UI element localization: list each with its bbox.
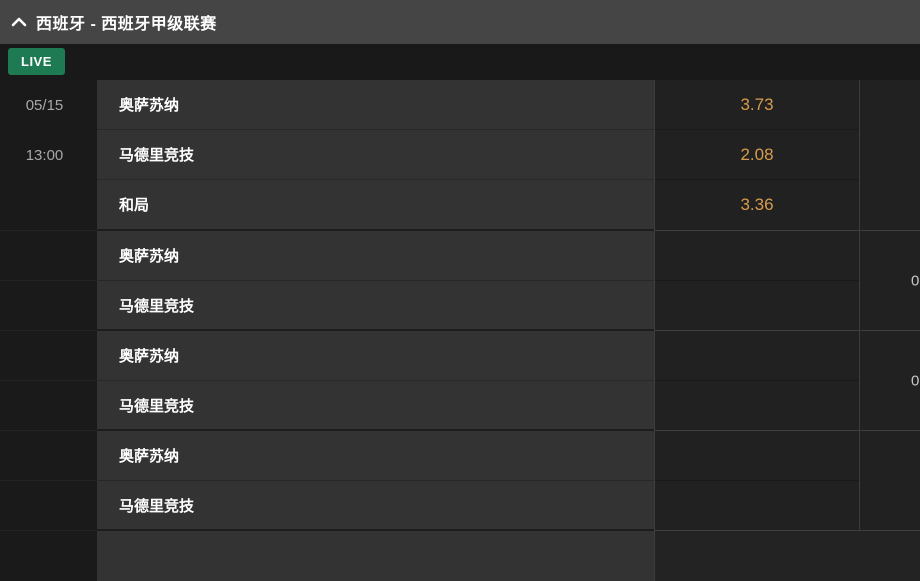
selection-label: 和局	[119, 197, 150, 214]
selection-label: 马德里竞技	[119, 297, 195, 315]
selection-label: 奥萨苏纳	[119, 97, 180, 114]
gutter-cell	[0, 381, 97, 431]
selection-label: 马德里竞技	[119, 497, 195, 515]
live-strip: LIVE	[0, 44, 920, 80]
gutter-cell	[0, 531, 97, 581]
selection-name-cell[interactable]: 奥萨苏纳	[97, 431, 654, 481]
selection-label: 马德里竞技	[119, 147, 195, 164]
chevron-up-icon[interactable]	[10, 13, 28, 31]
handicap-line-value: 0	[911, 372, 920, 389]
odds-button[interactable]: 3.73	[655, 80, 859, 130]
selection-name-cell[interactable]: 马德里竞技	[97, 281, 654, 331]
selection-name-cell[interactable]: 马德里竞技	[97, 130, 654, 180]
odds-button[interactable]	[655, 381, 859, 431]
odds-area-empty	[655, 531, 920, 581]
column-divider	[859, 331, 860, 431]
market-group: 奥萨苏纳 马德里竞技 0	[0, 331, 920, 431]
handicap-line-value: 0	[911, 272, 920, 289]
gutter-cell	[0, 331, 97, 381]
selection-name-cell[interactable]: 马德里竞技	[97, 381, 654, 431]
selection-name-cell[interactable]: 奥萨苏纳	[97, 231, 654, 281]
column-divider	[654, 531, 655, 581]
column-divider	[859, 431, 860, 531]
odds-button[interactable]	[655, 331, 859, 381]
column-divider	[654, 331, 655, 431]
odds-button[interactable]	[655, 281, 859, 331]
event-time-cell: 05/15 13:00	[0, 80, 97, 231]
handicap-line-cell: 0	[860, 331, 920, 431]
odds-button[interactable]	[655, 431, 859, 481]
event-time: 13:00	[25, 146, 64, 164]
odds-table: 05/15 13:00 奥萨苏纳 马德里竞技 和局 3.73 2.08 3.36…	[0, 80, 920, 581]
selection-label: 马德里竞技	[119, 397, 195, 415]
market-group: 奥萨苏纳 马德里竞技	[0, 431, 920, 531]
column-divider	[654, 80, 655, 231]
handicap-line-cell	[860, 431, 920, 531]
column-divider	[859, 231, 860, 331]
selection-name-cell[interactable]: 马德里竞技	[97, 481, 654, 531]
selection-name-cell[interactable]: 奥萨苏纳	[97, 331, 654, 381]
selection-label: 奥萨苏纳	[119, 248, 180, 265]
partial-row	[0, 531, 920, 581]
odds-button[interactable]	[655, 481, 859, 531]
selection-name-cell[interactable]: 和局	[97, 180, 654, 231]
odds-button[interactable]	[655, 231, 859, 281]
odds-button[interactable]: 3.36	[655, 180, 859, 231]
column-divider	[654, 231, 655, 331]
market-group: 05/15 13:00 奥萨苏纳 马德里竞技 和局 3.73 2.08 3.36	[0, 80, 920, 231]
event-date: 05/15	[25, 96, 64, 114]
live-badge[interactable]: LIVE	[8, 48, 65, 75]
market-group: 奥萨苏纳 马德里竞技 0	[0, 231, 920, 331]
gutter-cell	[0, 431, 97, 481]
gutter-cell	[0, 231, 97, 281]
odds-button[interactable]: 2.08	[655, 130, 859, 180]
league-title: 西班牙 - 西班牙甲级联赛	[36, 16, 217, 33]
handicap-line-cell: 0	[860, 231, 920, 331]
selection-label: 奥萨苏纳	[119, 448, 180, 465]
selection-label: 奥萨苏纳	[119, 348, 180, 365]
selection-name-cell[interactable]: 奥萨苏纳	[97, 80, 654, 130]
league-header[interactable]: 西班牙 - 西班牙甲级联赛	[0, 0, 920, 44]
handicap-line-cell	[860, 80, 920, 231]
selection-name-cell[interactable]	[97, 531, 654, 581]
gutter-cell	[0, 281, 97, 331]
column-divider	[859, 80, 860, 231]
column-divider	[654, 431, 655, 531]
gutter-cell	[0, 481, 97, 531]
